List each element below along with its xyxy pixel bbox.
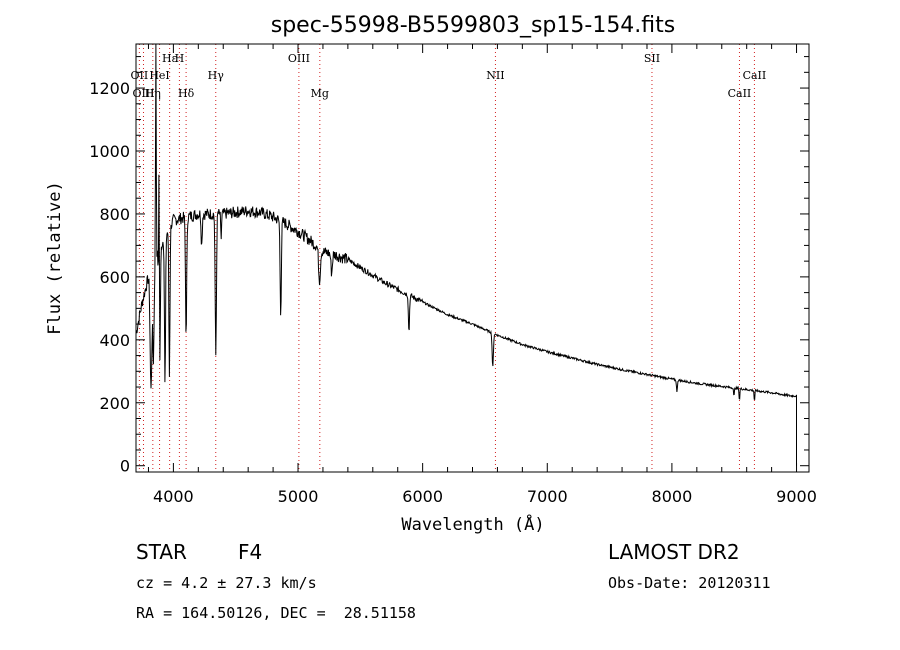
line-marker-label: H (175, 52, 185, 65)
line-marker-label: Hη (145, 87, 161, 100)
x-tick-label: 8000 (652, 487, 693, 506)
obs-date: Obs-Date: 20120311 (608, 574, 771, 592)
line-marker-label: CaII (743, 69, 767, 82)
line-marker-label: HeI (149, 69, 169, 82)
line-marker-label: Mg (311, 87, 329, 100)
line-marker-label: OIII (132, 87, 154, 100)
line-marker-label: Hγ (208, 69, 225, 82)
x-tick-label: 4000 (153, 487, 194, 506)
x-tick-label: 5000 (278, 487, 319, 506)
y-axis-label: Flux (relative) (45, 181, 65, 335)
y-tick-label: 1200 (89, 79, 130, 98)
y-tick-label: 1000 (89, 142, 130, 161)
x-tick-label: 7000 (527, 487, 568, 506)
line-marker-label: CaII (728, 87, 752, 100)
survey-label: LAMOST DR2 (608, 540, 740, 564)
y-tick-label: 800 (99, 205, 130, 224)
line-marker-label: NII (486, 69, 504, 82)
spectrum-line (135, 43, 797, 466)
line-marker-label: SII (644, 52, 660, 65)
coordinates: RA = 164.50126, DEC = 28.51158 (136, 604, 416, 622)
cz-value: cz = 4.2 ± 27.3 km/s (136, 574, 317, 592)
x-tick-label: 6000 (402, 487, 443, 506)
plot-frame (135, 43, 810, 473)
x-tick-label: 9000 (776, 487, 817, 506)
line-marker-label: Hδ (178, 87, 195, 100)
line-marker-label: Hε (162, 52, 178, 65)
chart-title: spec-55998-B5599803_sp15-154.fits (271, 13, 676, 38)
y-tick-label: 200 (99, 394, 130, 413)
subclass-label: F4 (238, 540, 263, 564)
axis-ticks: 4000 5000 6000 7000 8000 9000 0 200 400 600 800 100… (89, 44, 817, 506)
y-tick-label: 600 (99, 268, 130, 287)
class-label: STAR (136, 540, 187, 564)
x-axis-label: Wavelength (Å) (401, 513, 544, 535)
line-marker-label: OII (131, 69, 149, 82)
y-tick-label: 0 (120, 457, 130, 476)
y-tick-label: 400 (99, 331, 130, 350)
line-marker-label: OIII (288, 52, 310, 65)
